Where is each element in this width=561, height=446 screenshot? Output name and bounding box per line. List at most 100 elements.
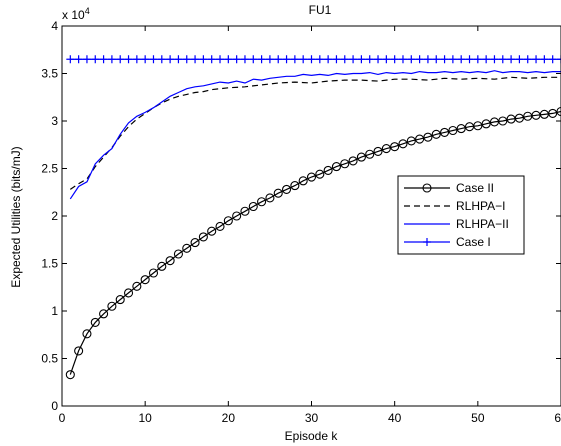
data-point xyxy=(199,55,208,64)
data-point xyxy=(365,149,375,159)
data-point xyxy=(223,216,233,226)
data-point xyxy=(232,55,241,64)
data-point xyxy=(207,226,217,236)
legend-entry: RLHPA−II xyxy=(404,217,509,231)
y-tick-label: 0 xyxy=(51,399,58,413)
y-axis-label: Expected Utilities (bits/mJ) xyxy=(9,146,23,287)
data-point xyxy=(157,55,166,64)
data-point xyxy=(482,55,491,64)
data-point xyxy=(99,309,109,319)
data-point xyxy=(99,55,108,64)
data-point xyxy=(165,256,175,266)
data-point xyxy=(224,55,233,64)
legend: Case II RLHPA−I RLHPA−II Case I xyxy=(397,175,525,255)
data-point xyxy=(507,55,516,64)
data-point xyxy=(65,370,75,380)
data-point xyxy=(207,55,216,64)
data-point xyxy=(240,206,250,216)
legend-label: Case I xyxy=(456,235,491,249)
data-point xyxy=(498,116,508,126)
x-tick-label: 40 xyxy=(388,411,402,425)
data-point xyxy=(140,275,150,285)
y-axis-multiplier-base: x 10 xyxy=(62,8,85,22)
data-point xyxy=(182,243,192,253)
data-point xyxy=(548,108,558,118)
data-point xyxy=(390,142,400,152)
x-tick-label: 0 xyxy=(59,411,66,425)
data-point xyxy=(540,55,549,64)
data-point xyxy=(373,146,383,156)
series-layer xyxy=(65,55,561,380)
data-point xyxy=(440,127,450,137)
legend-marker xyxy=(423,238,431,246)
y-axis-multiplier-exponent: 4 xyxy=(85,6,90,16)
data-point xyxy=(407,55,416,64)
data-point xyxy=(274,55,283,64)
data-point xyxy=(473,121,483,131)
data-point xyxy=(240,55,249,64)
data-point xyxy=(132,281,142,291)
data-point xyxy=(315,169,325,179)
data-point xyxy=(215,221,225,231)
series-3 xyxy=(66,55,561,64)
data-point xyxy=(340,55,349,64)
data-point xyxy=(141,55,150,64)
data-point xyxy=(191,55,200,64)
data-point xyxy=(465,55,474,64)
data-point xyxy=(182,55,191,64)
data-point xyxy=(166,55,175,64)
data-point xyxy=(381,144,391,154)
data-point xyxy=(323,165,333,175)
legend-entry: RLHPA−I xyxy=(404,199,505,213)
y-tick-label: 1.5 xyxy=(41,257,58,271)
data-point xyxy=(348,156,358,166)
data-point xyxy=(124,55,133,64)
data-point xyxy=(190,238,200,248)
x-tick-label: 10 xyxy=(138,411,152,425)
axis-ticks: 0 10 20 30 40 50 60 0 0.5 1 1.5 2 2.5 3 3.5 4 xyxy=(41,19,561,425)
data-point xyxy=(307,55,316,64)
data-point xyxy=(198,232,208,242)
data-point xyxy=(249,55,258,64)
data-point xyxy=(248,201,258,212)
y-tick-label: 2 xyxy=(51,209,58,223)
y-tick-label: 3.5 xyxy=(41,67,58,81)
data-point xyxy=(90,317,100,327)
data-point xyxy=(498,55,507,64)
data-point xyxy=(173,249,183,259)
data-point xyxy=(265,55,274,64)
data-point xyxy=(440,55,449,64)
data-point xyxy=(557,55,561,64)
data-point xyxy=(74,346,84,356)
data-point xyxy=(332,55,341,64)
legend-entry: Case I xyxy=(404,235,491,249)
data-point xyxy=(148,268,159,278)
x-tick-label: 20 xyxy=(222,411,236,425)
data-point xyxy=(356,152,366,162)
data-point xyxy=(157,261,167,271)
data-point xyxy=(299,55,308,64)
data-point xyxy=(456,124,466,134)
legend-label: RLHPA−II xyxy=(456,217,509,231)
data-point xyxy=(514,113,524,123)
data-point xyxy=(398,139,408,149)
data-point xyxy=(257,197,267,207)
data-point xyxy=(216,55,225,64)
series-line xyxy=(69,70,561,200)
y-tick-label: 0.5 xyxy=(41,352,58,366)
data-point xyxy=(82,55,91,64)
data-point xyxy=(406,136,416,146)
y-tick-label: 1 xyxy=(51,304,58,318)
plot-frame xyxy=(61,25,561,407)
data-point xyxy=(123,288,134,298)
y-tick-label: 3 xyxy=(51,114,58,128)
data-point xyxy=(340,159,350,169)
data-point xyxy=(82,329,92,339)
data-point xyxy=(365,55,374,64)
data-point xyxy=(74,55,83,64)
data-point xyxy=(290,181,300,191)
data-point xyxy=(423,132,433,142)
data-point xyxy=(257,55,266,64)
data-point xyxy=(490,55,499,64)
